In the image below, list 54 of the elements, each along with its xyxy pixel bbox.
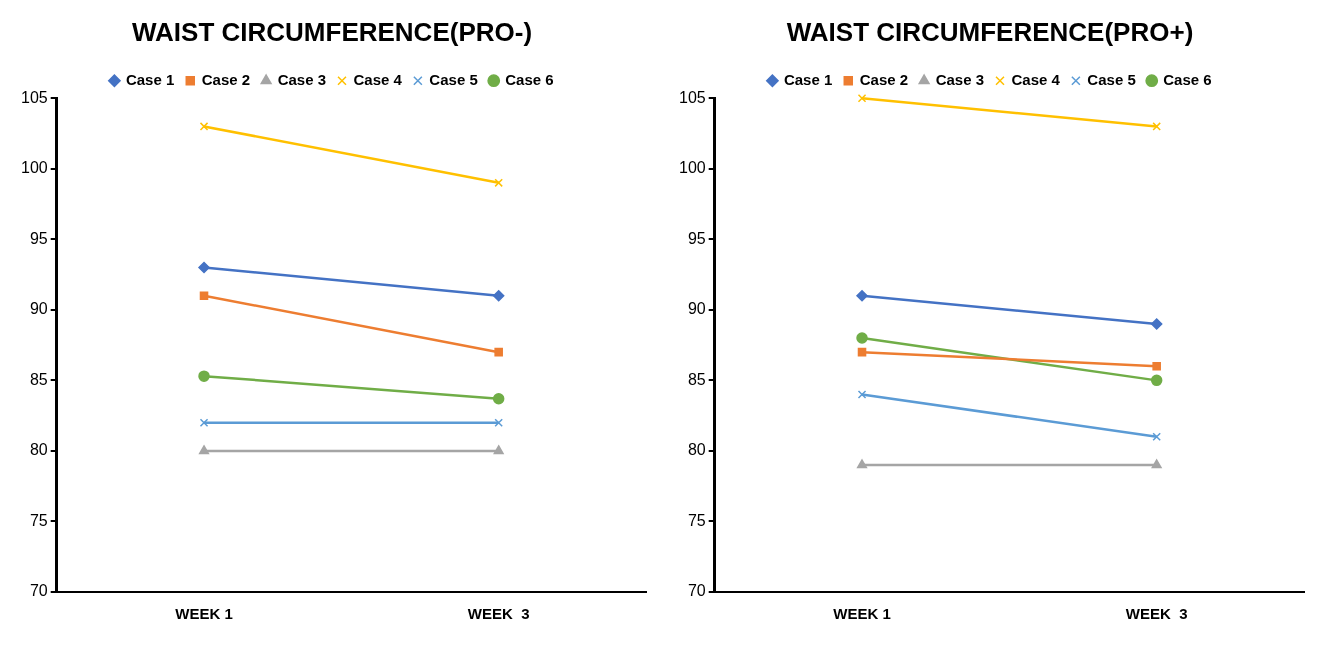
- point: [198, 370, 210, 382]
- y-tick-label: 70: [687, 582, 706, 600]
- y-tick-label: 85: [29, 370, 48, 388]
- legend-label: Case 4: [1011, 70, 1061, 88]
- point: [1152, 122, 1161, 131]
- point: [492, 392, 505, 405]
- point: [199, 418, 209, 427]
- chart-title: WAIST CIRCUMFERENCE(PRO-): [131, 16, 533, 47]
- point: [857, 93, 867, 103]
- point: [1152, 432, 1161, 442]
- legend-label: Case 5: [429, 70, 478, 88]
- y-tick-label: 100: [678, 159, 706, 177]
- point: [856, 332, 868, 344]
- x-tick-label: WEEK 3: [467, 605, 530, 623]
- point: [494, 347, 503, 357]
- y-tick-label: 70: [29, 582, 48, 600]
- y-tick-label: 80: [687, 441, 706, 459]
- legend-label: Case 2: [201, 70, 251, 88]
- point: [857, 347, 867, 357]
- legend-label: Case 6: [505, 70, 554, 88]
- point: [1150, 374, 1163, 387]
- point: [199, 291, 209, 301]
- legend-label: Case 3: [277, 70, 327, 88]
- point: [199, 122, 209, 131]
- y-tick-label: 75: [687, 511, 706, 529]
- y-tick-label: 75: [29, 511, 48, 529]
- point: [857, 390, 867, 399]
- x-tick-label: WEEK 3: [1125, 605, 1188, 623]
- chart-title: WAIST CIRCUMFERENCE(PRO+): [786, 16, 1194, 47]
- legend-label: Case 5: [1087, 70, 1136, 88]
- y-tick-label: 95: [687, 229, 706, 247]
- legend-label: Case 1: [783, 70, 833, 88]
- legend-label: Case 2: [859, 70, 909, 88]
- y-tick-label: 90: [29, 300, 48, 318]
- y-tick-label: 85: [687, 370, 706, 388]
- legend-label: Case 1: [125, 70, 175, 88]
- point: [198, 261, 210, 274]
- legend-label: Case 3: [935, 70, 985, 88]
- point: [1150, 318, 1163, 330]
- point: [492, 289, 505, 302]
- y-tick-label: 100: [20, 159, 48, 177]
- y-tick-label: 105: [20, 88, 48, 106]
- legend-label: Case 4: [353, 70, 403, 88]
- x-tick-label: WEEK 1: [175, 605, 233, 623]
- legend-label: Case 6: [1163, 70, 1212, 88]
- point: [494, 178, 503, 188]
- y-tick-label: 90: [687, 300, 706, 318]
- x-tick-label: WEEK 1: [833, 605, 891, 623]
- point: [856, 289, 868, 302]
- y-tick-label: 80: [29, 441, 48, 459]
- y-tick-label: 105: [678, 88, 706, 106]
- point: [494, 418, 503, 427]
- y-tick-label: 95: [29, 229, 48, 247]
- point: [1152, 361, 1161, 371]
